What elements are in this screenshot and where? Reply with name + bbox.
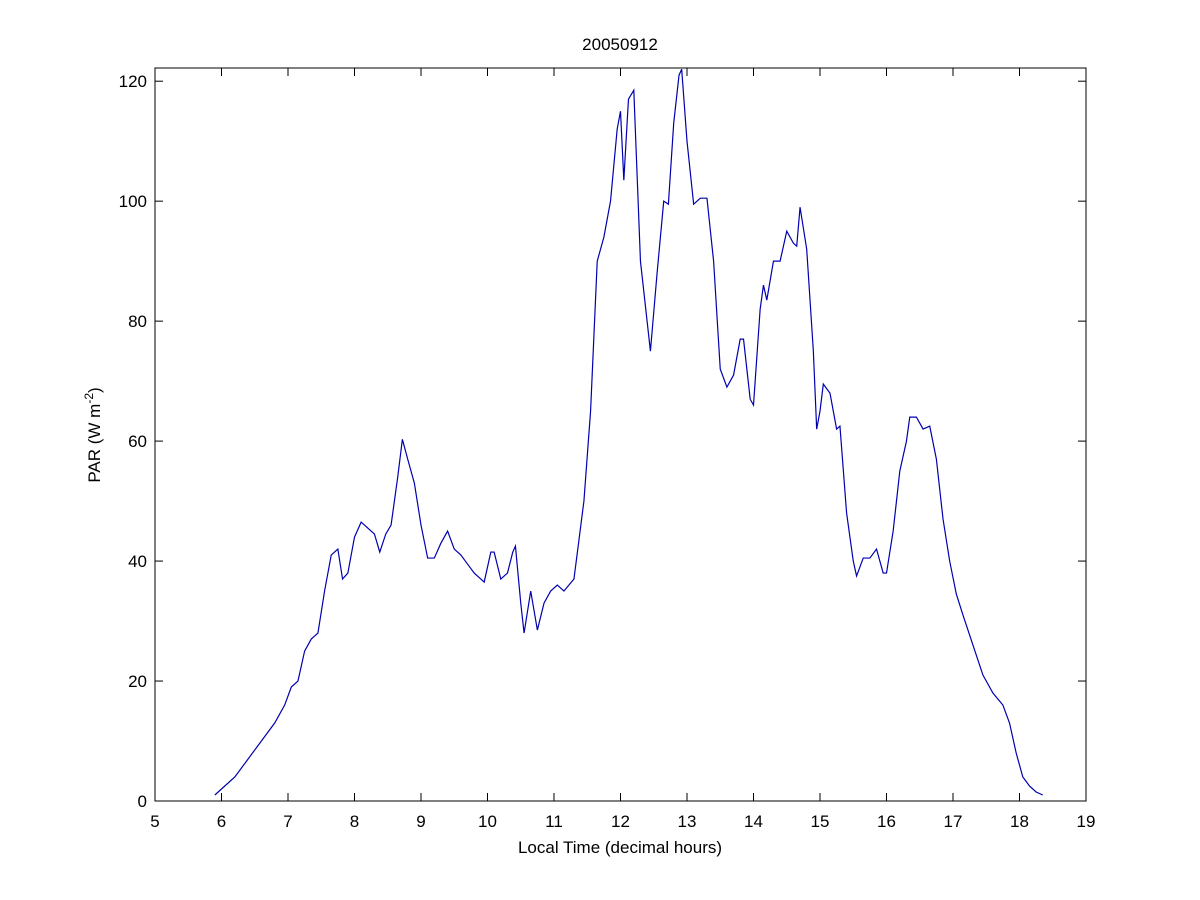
y-axis-label: PAR (W m-2) (82, 387, 104, 482)
x-tick-label: 10 (478, 812, 497, 831)
x-tick-label: 19 (1077, 812, 1096, 831)
y-tick-label: 120 (119, 72, 147, 91)
x-tick-label: 18 (1010, 812, 1029, 831)
x-tick-label: 11 (545, 812, 563, 831)
plot-frame (154, 67, 1087, 802)
y-tick-label: 60 (128, 432, 147, 451)
x-tick-label: 13 (678, 812, 697, 831)
x-tick-label: 17 (944, 812, 963, 831)
y-tick-label: 40 (128, 552, 147, 571)
data-line (214, 68, 1044, 796)
y-tick-label: 0 (138, 792, 147, 811)
x-tick-label: 9 (416, 812, 425, 831)
x-tick-label: 16 (877, 812, 896, 831)
x-tick-label: 6 (217, 812, 226, 831)
y-axis-label-text: PAR (W m (85, 404, 104, 483)
chart-title: 20050912 (582, 35, 658, 54)
x-tick-label: 15 (811, 812, 830, 831)
y-tick-label: 100 (119, 192, 147, 211)
x-axis-label: Local Time (decimal hours) (518, 838, 722, 857)
x-tick-label: 12 (611, 812, 630, 831)
x-tick-label: 5 (150, 812, 159, 831)
y-tick-label: 80 (128, 312, 147, 331)
x-tick-label: 14 (744, 812, 763, 831)
x-tick-label: 7 (283, 812, 292, 831)
y-tick-label: 20 (128, 672, 147, 691)
y-axis-label-end: ) (85, 387, 104, 393)
y-axis-label-sup: -2 (82, 393, 96, 404)
x-tick-label: 8 (350, 812, 359, 831)
